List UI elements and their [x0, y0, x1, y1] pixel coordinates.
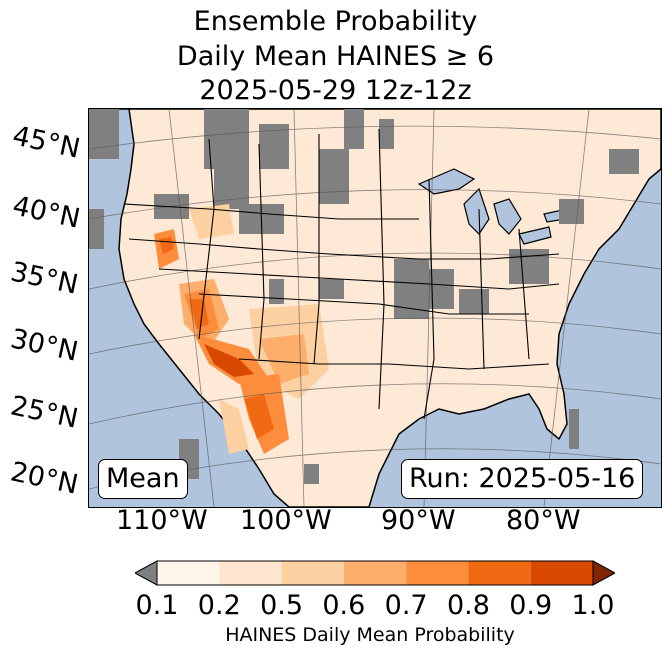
lat-label-40: 40°N: [9, 190, 83, 235]
graticule: [89, 109, 661, 507]
colorbar-tick-label: 0.5: [260, 590, 304, 621]
us-map: [89, 109, 661, 507]
colorbar-tick-label: 0.7: [384, 590, 428, 621]
map-title-line-1: Ensemble Probability: [193, 6, 478, 37]
colorbar-segment: [219, 561, 282, 585]
colorbar-label: HAINES Daily Mean Probability: [225, 624, 515, 646]
lat-label-30: 30°N: [7, 323, 81, 368]
colorbar-tick-label: 0.2: [197, 590, 241, 621]
colorbar-tick-label: 0.8: [446, 590, 490, 621]
state-borders: [123, 128, 560, 420]
map-title-line-3: 2025-05-29 12z-12z: [199, 75, 472, 106]
great-lakes: [417, 168, 568, 245]
lat-label-35: 35°N: [7, 256, 81, 301]
colorbar-tick-label: 0.9: [509, 590, 553, 621]
lat-label-25: 25°N: [7, 390, 81, 435]
colorbar-tick-label: 1.0: [571, 590, 615, 621]
colorbar-segment: [468, 561, 531, 585]
colorbar-segment: [530, 561, 593, 585]
mean-box: Mean: [98, 459, 188, 499]
lon-label-110w: 110°W: [116, 505, 208, 536]
lat-label-45: 45°N: [9, 120, 83, 165]
colorbar-segment: [157, 561, 220, 585]
colorbar-segment: [281, 561, 344, 585]
colorbar-under-arrow: [135, 560, 158, 586]
lon-label-80w: 80°W: [506, 505, 581, 536]
map-title-line-2: Daily Mean HAINES ≥ 6: [176, 41, 495, 72]
lon-label-90w: 90°W: [381, 505, 456, 536]
colorbar-segment: [343, 561, 407, 585]
run-date-box: Run: 2025-05-16: [401, 459, 644, 499]
map-panel: [88, 108, 662, 508]
colorbar: [135, 560, 615, 586]
colorbar-tick-label: 0.6: [322, 590, 366, 621]
lon-label-100w: 100°W: [240, 505, 332, 536]
colorbar-over-arrow: [592, 560, 615, 586]
colorbar-segment: [406, 561, 469, 585]
lat-label-20: 20°N: [7, 456, 81, 501]
colorbar-tick-label: 0.1: [135, 590, 179, 621]
